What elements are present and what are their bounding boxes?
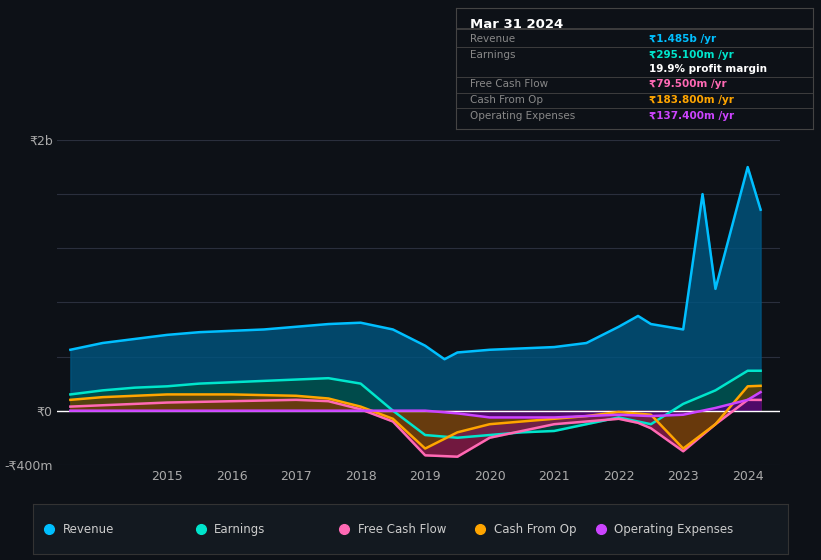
Text: Free Cash Flow: Free Cash Flow — [358, 522, 446, 536]
Text: ₹79.500m /yr: ₹79.500m /yr — [649, 80, 726, 89]
Text: Cash From Op: Cash From Op — [470, 95, 543, 105]
Text: Earnings: Earnings — [470, 50, 516, 60]
Text: Operating Expenses: Operating Expenses — [470, 110, 576, 120]
Text: ₹137.400m /yr: ₹137.400m /yr — [649, 110, 734, 120]
Text: Earnings: Earnings — [214, 522, 265, 536]
Text: ₹295.100m /yr: ₹295.100m /yr — [649, 50, 733, 60]
Text: 19.9% profit margin: 19.9% profit margin — [649, 64, 767, 73]
Text: Revenue: Revenue — [470, 34, 515, 44]
Text: Free Cash Flow: Free Cash Flow — [470, 80, 548, 89]
Text: Cash From Op: Cash From Op — [493, 522, 576, 536]
Text: Mar 31 2024: Mar 31 2024 — [470, 18, 563, 31]
Text: Operating Expenses: Operating Expenses — [614, 522, 734, 536]
Text: ₹1.485b /yr: ₹1.485b /yr — [649, 34, 716, 44]
Text: ₹183.800m /yr: ₹183.800m /yr — [649, 95, 733, 105]
Text: Revenue: Revenue — [63, 522, 114, 536]
